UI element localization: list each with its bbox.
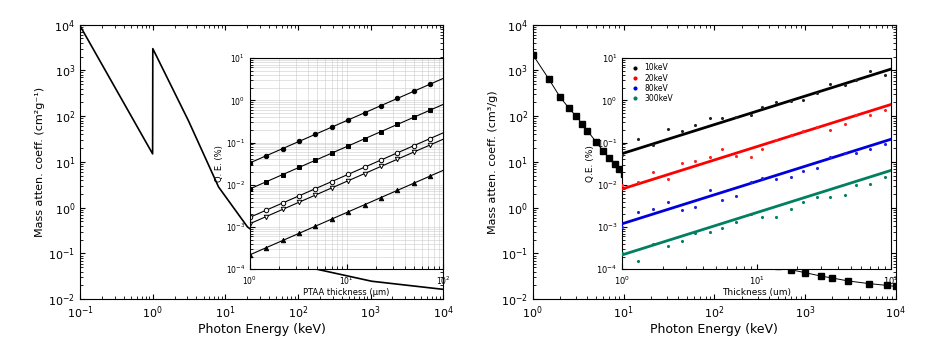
Point <box>769 137 784 143</box>
Point <box>809 124 824 130</box>
Point <box>754 176 769 181</box>
Point <box>877 72 892 77</box>
Point <box>728 153 743 159</box>
Point <box>661 176 676 182</box>
Point <box>877 175 892 180</box>
X-axis label: Photon Energy (keV): Photon Energy (keV) <box>198 323 325 337</box>
Point <box>675 207 690 212</box>
Point <box>849 77 864 82</box>
Point <box>822 195 837 200</box>
Point <box>688 122 703 127</box>
Point <box>822 81 837 87</box>
Point <box>688 204 703 210</box>
Point <box>837 192 852 198</box>
Point <box>728 114 743 120</box>
Point <box>837 83 852 88</box>
Point <box>661 199 676 205</box>
Point <box>630 180 645 185</box>
Point <box>754 146 769 151</box>
Point <box>675 238 690 244</box>
Y-axis label: Mass atten. coeff. (cm²g⁻¹): Mass atten. coeff. (cm²g⁻¹) <box>36 87 45 237</box>
Y-axis label: Mass atten. coeff. (cm³/g): Mass atten. coeff. (cm³/g) <box>488 90 498 234</box>
Point <box>795 168 810 174</box>
Point <box>715 225 730 231</box>
Point <box>784 174 799 180</box>
Point <box>849 150 864 156</box>
Point <box>646 169 661 175</box>
Point <box>863 181 878 187</box>
Point <box>769 214 784 219</box>
Point <box>769 99 784 105</box>
Point <box>728 219 743 225</box>
Point <box>849 112 864 118</box>
Point <box>754 104 769 110</box>
Point <box>615 250 630 256</box>
Point <box>615 224 630 230</box>
Point <box>754 214 769 220</box>
Point <box>743 179 758 185</box>
Point <box>715 115 730 121</box>
Point <box>688 158 703 163</box>
Point <box>728 193 743 199</box>
Point <box>877 107 892 113</box>
Point <box>743 112 758 118</box>
Point <box>849 182 864 188</box>
Point <box>795 199 810 205</box>
Point <box>784 206 799 212</box>
Point <box>615 152 630 157</box>
Point <box>615 182 630 188</box>
Point <box>877 141 892 147</box>
Point <box>661 126 676 132</box>
X-axis label: Photon Energy (keV): Photon Energy (keV) <box>651 323 778 337</box>
Point <box>703 154 718 160</box>
Point <box>646 241 661 247</box>
X-axis label: PTAA thickness (μm): PTAA thickness (μm) <box>304 288 389 297</box>
Point <box>784 132 799 138</box>
Point <box>809 165 824 171</box>
Point <box>661 243 676 249</box>
Point <box>630 137 645 142</box>
Point <box>743 154 758 159</box>
Point <box>784 98 799 103</box>
Point <box>743 212 758 217</box>
Point <box>769 176 784 182</box>
Point <box>715 197 730 203</box>
Point <box>703 229 718 235</box>
Y-axis label: Q. E. (%): Q. E. (%) <box>215 145 224 182</box>
Point <box>795 128 810 134</box>
Point <box>863 68 878 74</box>
Point <box>863 112 878 118</box>
Point <box>822 127 837 133</box>
Point <box>715 146 730 152</box>
Point <box>822 154 837 160</box>
Y-axis label: Q.E. (%): Q.E. (%) <box>586 145 595 182</box>
Point <box>675 128 690 133</box>
Point <box>703 115 718 121</box>
Point <box>675 161 690 166</box>
Point <box>630 258 645 264</box>
Point <box>809 90 824 96</box>
Point <box>837 121 852 127</box>
Point <box>795 98 810 103</box>
Point <box>703 187 718 193</box>
Point <box>646 207 661 212</box>
Point <box>809 194 824 200</box>
Point <box>837 150 852 156</box>
Point <box>630 209 645 215</box>
Point <box>646 142 661 148</box>
Point <box>688 230 703 236</box>
X-axis label: Thickness (um): Thickness (um) <box>722 288 791 297</box>
Legend: 10keV, 20keV, 80keV, 300keV: 10keV, 20keV, 80keV, 300keV <box>626 62 675 105</box>
Point <box>863 146 878 152</box>
